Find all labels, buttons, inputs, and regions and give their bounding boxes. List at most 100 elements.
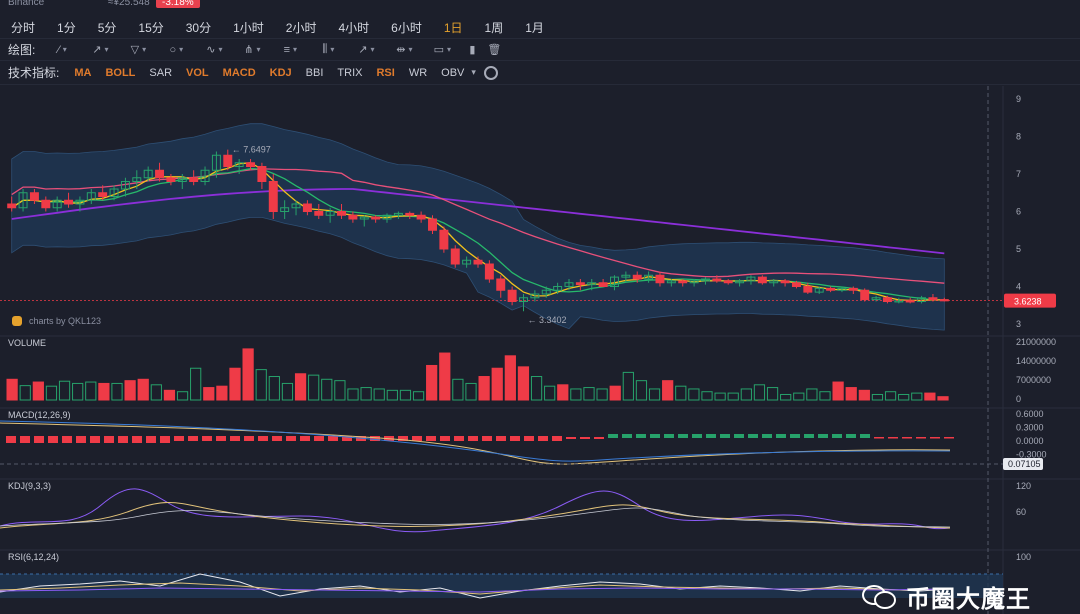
indicator-vol[interactable]: VOL	[186, 66, 209, 79]
candle	[189, 170, 199, 186]
candle	[507, 286, 517, 306]
settings-gear-icon[interactable]	[483, 65, 498, 80]
macd-bar	[342, 436, 352, 441]
candle-body	[473, 259, 483, 265]
timeframe-3[interactable]: 15分	[138, 20, 164, 35]
volume-bar	[819, 391, 831, 401]
price-axis-tick: 3	[1016, 319, 1021, 329]
timeframe-7[interactable]: 4小时	[338, 20, 370, 35]
candle-body	[871, 297, 881, 301]
macd-bar	[48, 436, 58, 443]
volume-bar	[111, 382, 123, 401]
price-axis-tick: 6	[1016, 207, 1021, 217]
macd-bar	[678, 434, 688, 438]
volume-bar	[491, 367, 503, 401]
candle	[723, 279, 733, 285]
pitchfork-tool-icon[interactable]: ⋔ ▾	[244, 44, 261, 56]
timeframe-8[interactable]: 6小时	[391, 20, 422, 35]
timeframe-1[interactable]: 1分	[57, 20, 76, 35]
candle-body	[337, 211, 346, 216]
volume-bar	[412, 391, 425, 401]
candle-body	[610, 276, 619, 287]
candle-body	[541, 289, 551, 295]
candle	[598, 279, 608, 287]
line-tool-icon[interactable]: ⁄ ▾	[57, 43, 67, 56]
indicator-wr[interactable]: WR	[408, 66, 428, 79]
candle-body	[791, 282, 801, 287]
high-price-label: ← 7.6497	[232, 145, 271, 155]
indicator-bbi[interactable]: BBI	[305, 66, 324, 79]
timeframe-10[interactable]: 1周	[484, 20, 504, 35]
volume-bar	[544, 385, 556, 401]
candle	[7, 196, 17, 212]
volume-bar	[832, 381, 844, 401]
candle-body	[98, 192, 108, 197]
candle	[564, 279, 574, 291]
timeframe-9[interactable]: 1日	[443, 20, 463, 35]
volume-bar	[675, 385, 687, 401]
lines-tool-icon[interactable]: ≡ ▾	[283, 43, 298, 56]
candle	[848, 286, 858, 294]
indicator-kdj[interactable]: KDJ	[269, 66, 292, 79]
candle-body	[132, 177, 142, 182]
timeframe-4[interactable]: 30分	[185, 20, 212, 35]
candle-body	[644, 274, 654, 280]
indicator-sar[interactable]: SAR	[149, 66, 173, 79]
trash-icon[interactable]: 🗑	[487, 44, 502, 56]
indicator-ma[interactable]: MA	[74, 66, 92, 79]
candle	[496, 275, 506, 298]
candle-body	[655, 274, 665, 284]
indicator-trix[interactable]: TRIX	[337, 66, 363, 79]
macd-bar	[944, 437, 954, 439]
timeframe-6[interactable]: 2小时	[285, 20, 317, 35]
volume-bar	[583, 387, 595, 401]
timeframe-0[interactable]: 分时	[11, 20, 36, 35]
wave-tool-icon[interactable]: ∿ ▾	[206, 44, 223, 56]
fib-tool-icon[interactable]: ▽ ▾	[130, 44, 147, 56]
indicator-obv[interactable]: OBV	[441, 66, 465, 79]
macd-bar	[34, 436, 44, 443]
candle-body	[462, 259, 472, 265]
candle	[200, 166, 210, 186]
macd-bar	[706, 434, 716, 438]
volume-bar	[163, 389, 176, 401]
candle	[359, 215, 369, 227]
macd-bar	[748, 434, 758, 438]
chart-area[interactable]: 3.6238 ← 7.6497 ← 3.3402 9 8 7 6 5 4 3 21000000 140…	[0, 86, 1080, 614]
volume-bar	[609, 385, 621, 401]
indicator-macd[interactable]: MACD	[222, 66, 256, 79]
candle	[223, 149, 233, 171]
volume-bar	[898, 393, 910, 401]
arrow-tool-icon[interactable]: ↗ ▾	[358, 44, 375, 56]
macd-bar	[860, 434, 870, 438]
indicator-rsi[interactable]: RSI	[376, 66, 395, 79]
ray-tool-icon[interactable]: ↗ ▾	[92, 44, 109, 56]
timeframe-11[interactable]: 1月	[525, 20, 544, 35]
candle	[109, 185, 119, 201]
volume-bar	[596, 388, 608, 401]
volume-bar	[242, 348, 254, 401]
ticker-price: ≈¥25.548	[108, 0, 150, 8]
macd-bar	[398, 436, 408, 441]
macd-bar	[916, 437, 926, 439]
candle	[541, 286, 551, 298]
comment-tool-icon[interactable]: ▭ ▾	[433, 44, 452, 56]
candle-body	[507, 289, 517, 302]
candle	[325, 207, 335, 223]
measure-tool-icon[interactable]: ⇹ ▾	[396, 44, 413, 56]
candle	[757, 275, 767, 285]
volume-bar	[124, 380, 136, 401]
candle-body	[177, 177, 187, 182]
macd-bar	[692, 434, 702, 438]
volume-bar	[793, 392, 805, 401]
channel-tool-icon[interactable]: ⫼ ▾	[322, 43, 335, 55]
timeframe-bar: 分时 1分 5分 15分 30分 1小时 2小时 4小时 6小时 1日 1周 1月	[0, 16, 1080, 38]
macd-bar	[608, 434, 618, 438]
timeframe-5[interactable]: 1小时	[233, 20, 264, 35]
macd-bar	[188, 436, 198, 441]
indicator-boll[interactable]: BOLL	[105, 66, 136, 79]
bars-tool-icon[interactable]: ▮	[469, 44, 476, 56]
obv-dropdown-icon[interactable]: ▾	[471, 67, 476, 77]
circle-tool-icon[interactable]: ○ ▾	[169, 43, 184, 56]
timeframe-2[interactable]: 5分	[97, 20, 117, 35]
